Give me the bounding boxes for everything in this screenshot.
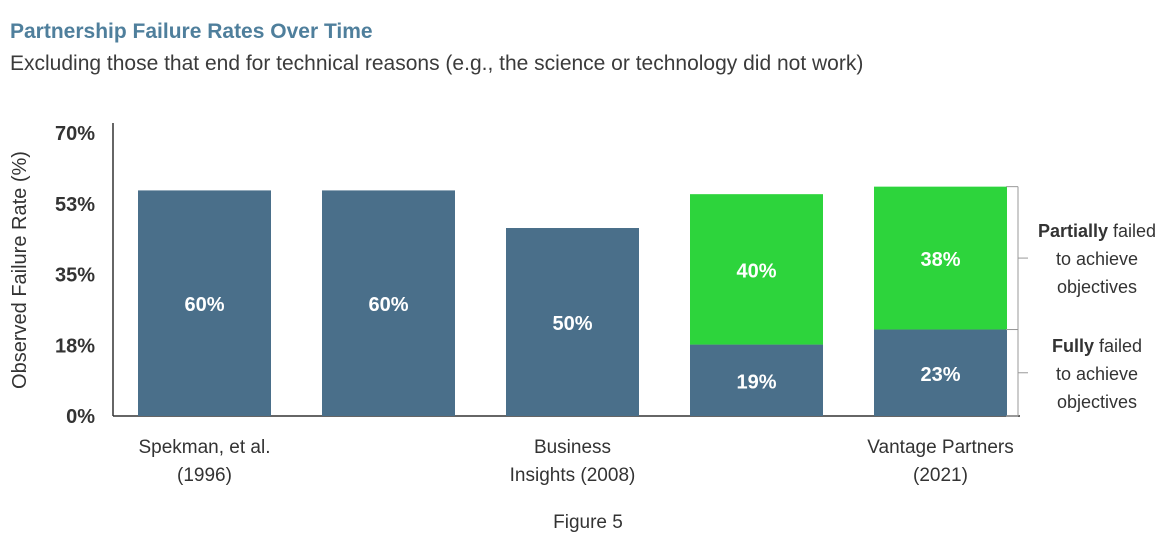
bar-value-label: 50%	[552, 313, 592, 335]
bar-value-label: 60%	[184, 294, 224, 316]
bar-segment-fully	[506, 228, 639, 416]
annotation-line: objectives	[1057, 277, 1137, 297]
y-tick-label: 0%	[66, 406, 95, 428]
bar-segment-fully	[322, 190, 455, 416]
x-category-label: Spekman, et al.	[138, 437, 270, 458]
x-category-label: Vantage Partners	[867, 437, 1013, 458]
x-category-label: (1996)	[177, 465, 232, 486]
bar-segment-fully	[690, 344, 823, 416]
x-category-labels: Spekman, et al. (1996) Business Insights (2…	[138, 437, 1013, 486]
bar-segment-partially	[690, 194, 823, 345]
bar-value-label: 19%	[736, 371, 776, 393]
y-tick-labels: 0% 18% 35% 53% 70%	[55, 123, 95, 428]
chart-title: Partnership Failure Rates Over Time	[10, 20, 373, 43]
y-tick-label: 70%	[55, 123, 95, 145]
bar-segment-fully	[138, 190, 271, 416]
bar-segment-fully	[874, 329, 1007, 416]
bar-value-label: 38%	[920, 249, 960, 271]
bar-value-label: 23%	[920, 364, 960, 386]
y-axis-title: Observed Failure Rate (%)	[9, 151, 31, 389]
bar-value-label: 40%	[736, 260, 776, 282]
chart-subtitle: Excluding those that end for technical r…	[10, 52, 864, 75]
y-tick-label: 35%	[55, 265, 95, 287]
x-category-label: (2021)	[913, 465, 968, 486]
x-category-label: Business	[534, 437, 611, 458]
annotation-line: to achieve	[1056, 364, 1138, 384]
figure-caption: Figure 5	[553, 512, 623, 533]
annotation-line: Partially failed	[1038, 221, 1156, 241]
bar-segment-partially	[874, 186, 1007, 330]
y-tick-label: 18%	[55, 335, 95, 357]
annotation-line: objectives	[1057, 392, 1137, 412]
x-category-label: Insights (2008)	[510, 465, 636, 486]
annotation-line: Fully failed	[1052, 336, 1142, 356]
bar-value-label: 60%	[368, 294, 408, 316]
annotation-line: to achieve	[1056, 249, 1138, 269]
y-tick-label: 53%	[55, 194, 95, 216]
legend-annotations: Partially failed to achieve objectives Full…	[1006, 186, 1156, 417]
bars-group: 60% 60% 50% 19% 40% 23% 38%	[138, 186, 1007, 416]
